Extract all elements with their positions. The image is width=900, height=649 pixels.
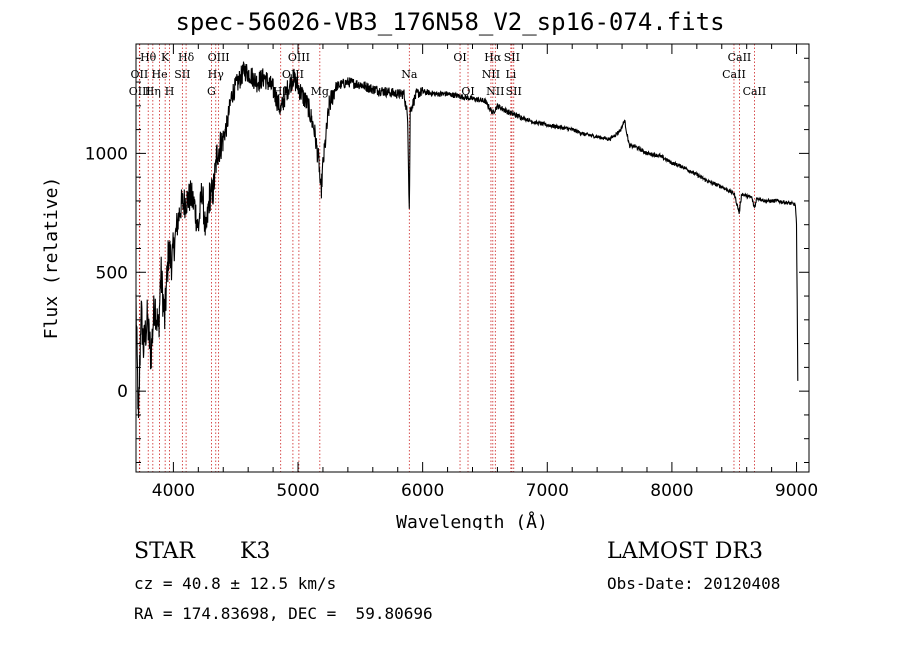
line-label: SII	[174, 68, 190, 81]
line-label: Hθ	[140, 51, 157, 64]
x-tick-label: 9000	[775, 481, 818, 501]
line-label: CaII	[722, 68, 746, 81]
object-class: STAR	[134, 539, 195, 564]
redshift: cz = 40.8 ± 12.5 km/s	[134, 574, 337, 593]
subclass: K3	[240, 539, 271, 564]
line-label: OIII	[288, 51, 310, 64]
y-tick-label: 500	[96, 263, 128, 283]
line-label: CaII	[728, 51, 752, 64]
y-tick-label: 1000	[85, 144, 128, 164]
axis-ticks: 4000 5000 6000 7000 8000 9000 0 500 1000	[85, 44, 818, 501]
line-label: He	[152, 68, 168, 81]
line-label: G	[207, 85, 216, 98]
line-label: OII	[131, 68, 149, 81]
line-label: OIII	[208, 51, 230, 64]
line-label: OIII	[129, 85, 151, 98]
x-tick-label: 6000	[401, 481, 444, 501]
line-label: NII	[482, 68, 500, 81]
line-label: SII	[504, 51, 520, 64]
x-tick-label: 4000	[152, 481, 195, 501]
line-label: OI	[461, 85, 474, 98]
x-tick-label: 7000	[526, 481, 569, 501]
line-label: Hγ	[208, 68, 225, 81]
line-label: Hβ	[273, 85, 289, 98]
line-label: SII	[506, 85, 522, 98]
line-label: H	[165, 85, 175, 98]
line-label: Na	[401, 68, 418, 81]
line-label: NII	[486, 85, 504, 98]
survey-name: LAMOST DR3	[607, 539, 763, 564]
line-label: OIII	[282, 68, 304, 81]
x-tick-label: 5000	[276, 481, 319, 501]
line-label: CaII	[743, 85, 767, 98]
x-axis-label: Wavelength (Å)	[396, 511, 548, 530]
emission-line-markers	[138, 44, 755, 472]
line-label: OI	[453, 51, 466, 64]
line-label: Mg	[311, 85, 329, 98]
x-tick-label: 8000	[650, 481, 693, 501]
line-label: K	[161, 51, 170, 64]
obs-date: Obs-Date: 20120408	[607, 574, 781, 593]
line-label: Hδ	[178, 51, 195, 64]
line-label: Li	[505, 68, 516, 81]
y-tick-label: 0	[117, 382, 128, 402]
y-axis-label: Flux (relative)	[41, 177, 62, 340]
spectrum-chart: 4000 5000 6000 7000 8000 9000 0 500 1000 Hθ OII OI…	[41, 43, 818, 530]
coordinates: RA = 174.83698, DEC = 59.80696	[134, 604, 433, 623]
plot-frame	[135, 43, 810, 473]
spectrum-line	[135, 61, 799, 419]
spectrum-series	[135, 61, 799, 419]
line-label: Hα	[484, 51, 502, 64]
line-label: Hη	[145, 85, 161, 98]
chart-title: spec-56026-VB3_176N58_V2_sp16-074.fits	[175, 8, 725, 36]
line-labels: Hθ OII OIII K He Hη Hδ SII H OIII Hγ G OIII OIII Hβ Mg N…	[129, 51, 767, 98]
